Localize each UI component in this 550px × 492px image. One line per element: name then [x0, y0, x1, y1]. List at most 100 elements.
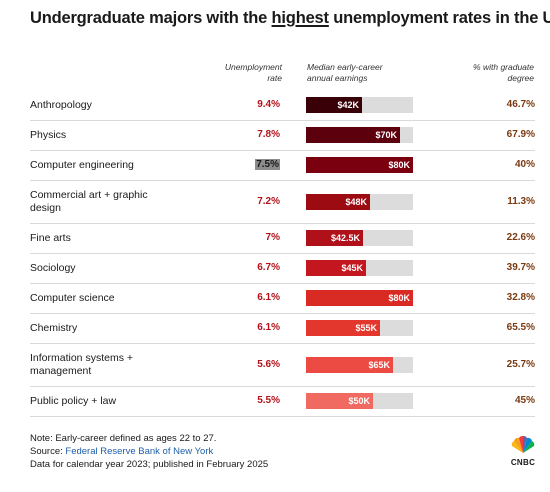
earnings-bar-label: $48K [345, 196, 367, 207]
major-name: Public policy + law [30, 395, 210, 408]
major-name: Sociology [30, 262, 210, 275]
major-name-line: design [30, 201, 61, 214]
table-row: Commercial art + graphic design 7.2% $48K 11… [30, 180, 535, 224]
major-name-line: Information systems + [30, 351, 133, 364]
major-name-line: Anthropology [30, 98, 92, 111]
nbc-peacock-icon [511, 435, 535, 453]
table-row: Chemistry 6.1% $55K 65.5% [30, 313, 535, 344]
unemployment-rate-label: 5.5% [257, 395, 280, 406]
graduate-degree-label: 45% [514, 395, 535, 406]
earnings-bar: $48K [306, 193, 370, 210]
unemployment-rate-label: 7.2% [257, 195, 280, 207]
earnings-bar: $45K [306, 260, 366, 276]
title-prefix: Undergraduate majors with the [30, 9, 272, 27]
major-name-line: Computer engineering [30, 158, 134, 171]
unemployment-header-line2: rate [267, 73, 282, 83]
table-row: Physics 7.8% $70K 67.9% [30, 120, 535, 151]
table-row: Information systems + management 5.6% $65K 2… [30, 343, 535, 387]
earnings-bar-label: $65K [368, 359, 390, 370]
earnings-bar: $80K [306, 157, 413, 173]
graduate-degree-label: 46.7% [506, 99, 535, 110]
earnings-bar-track: $42K [306, 97, 413, 113]
earnings-bar: $50K [306, 393, 373, 409]
unemployment-rate-label: 7.8% [257, 129, 280, 140]
major-name: Fine arts [30, 232, 210, 245]
major-name: Information systems + management [30, 352, 210, 378]
earnings-column-header: Median early-career annual earnings [307, 62, 427, 84]
earnings-bar-label: $45K [341, 263, 363, 273]
earnings-bar: $42K [306, 97, 362, 113]
major-name-line: management [30, 364, 92, 377]
source-name: Federal Reserve Bank of New York [65, 446, 214, 457]
earnings-bar-track: $55K [306, 320, 413, 336]
cnbc-wordmark: CNBC [510, 458, 536, 467]
table-row: Fine arts 7% $42.5K 22.6% [30, 223, 535, 254]
earnings-bar: $70K [306, 127, 400, 143]
unemployment-rate-label: 7% [265, 232, 280, 243]
graduate-column-header: % with graduate degree [440, 62, 534, 84]
earnings-bar-label: $70K [375, 130, 397, 140]
earnings-bar-label: $80K [388, 293, 410, 303]
major-name-line: Public policy + law [30, 394, 117, 407]
earnings-bar-track: $70K [306, 127, 413, 143]
earnings-bar-label: $55K [355, 323, 377, 333]
graduate-degree-label: 22.6% [506, 232, 535, 243]
unemployment-rate-label: 9.4% [257, 99, 280, 110]
graduate-degree-label: 32.8% [506, 292, 535, 303]
table-row: Anthropology 9.4% $42K 46.7% [30, 90, 535, 121]
unemployment-rate-label: 6.1% [257, 322, 280, 333]
table-row: Computer science 6.1% $80K 32.8% [30, 283, 535, 314]
source-prefix: Source: [30, 446, 66, 457]
earnings-bar-label: $42K [337, 100, 359, 110]
earnings-bar-track: $45K [306, 260, 413, 276]
major-name: Computer science [30, 292, 210, 305]
earnings-bar-track: $80K [306, 290, 413, 306]
note-text: Note: Early-career defined as ages 22 to… [30, 433, 217, 444]
chart-title: Undergraduate majors with the highest un… [30, 9, 550, 28]
earnings-bar: $42.5K [306, 230, 363, 246]
table-row: Computer engineering 7.5% $80K 40% [30, 150, 535, 181]
earnings-bar-track: $65K [306, 356, 413, 373]
earnings-header-line2: annual earnings [307, 73, 368, 83]
major-name: Chemistry [30, 322, 210, 335]
earnings-bar-label: $50K [348, 396, 370, 406]
table-row: Sociology 6.7% $45K 39.7% [30, 253, 535, 284]
major-name: Computer engineering [30, 159, 210, 172]
graduate-degree-label: 65.5% [506, 322, 535, 333]
data-line: Data for calendar year 2023; published i… [30, 459, 269, 470]
table-row: Public policy + law 5.5% $50K 45% [30, 386, 535, 417]
unemployment-rate-label: 6.7% [257, 262, 280, 273]
major-name-line: Chemistry [30, 321, 78, 334]
graduate-degree-label: 11.3% [507, 195, 535, 207]
unemployment-rate-label: 5.6% [257, 358, 280, 370]
earnings-bar-track: $80K [306, 157, 413, 173]
major-name-line: Sociology [30, 261, 76, 274]
graduate-degree-label: 25.7% [506, 358, 535, 370]
unemployment-rate-label: 6.1% [257, 292, 280, 303]
unemployment-column-header: Unemployment rate [210, 62, 282, 84]
earnings-bar-track: $48K [306, 193, 413, 210]
earnings-bar-track: $50K [306, 393, 413, 409]
unemployment-header-line1: Unemployment [224, 62, 282, 72]
earnings-bar: $80K [306, 290, 413, 306]
graduate-degree-label: 67.9% [506, 129, 535, 140]
earnings-bar: $55K [306, 320, 380, 336]
earnings-bar-label: $80K [388, 160, 410, 170]
major-name: Anthropology [30, 99, 210, 112]
earnings-bar-track: $42.5K [306, 230, 413, 246]
earnings-header-line1: Median early-career [307, 62, 383, 72]
earnings-bar: $65K [306, 356, 393, 373]
major-name-line: Commercial art + graphic [30, 188, 148, 201]
graduate-degree-label: 40% [514, 159, 535, 170]
major-name: Commercial art + graphic design [30, 189, 210, 215]
major-name-line: Fine arts [30, 231, 71, 244]
title-suffix: unemployment rates in the U.S. [328, 9, 550, 27]
cnbc-logo: CNBC [508, 435, 538, 467]
graduate-degree-label: 39.7% [506, 262, 535, 273]
major-name: Physics [30, 129, 210, 142]
unemployment-rate-label: 7.5% [255, 159, 280, 170]
earnings-bar-label: $42.5K [330, 233, 360, 243]
graduate-header-line2: degree [507, 73, 534, 83]
title-highlight: highest [271, 9, 329, 27]
source-line: Source: Federal Reserve Bank of New York [30, 445, 213, 458]
